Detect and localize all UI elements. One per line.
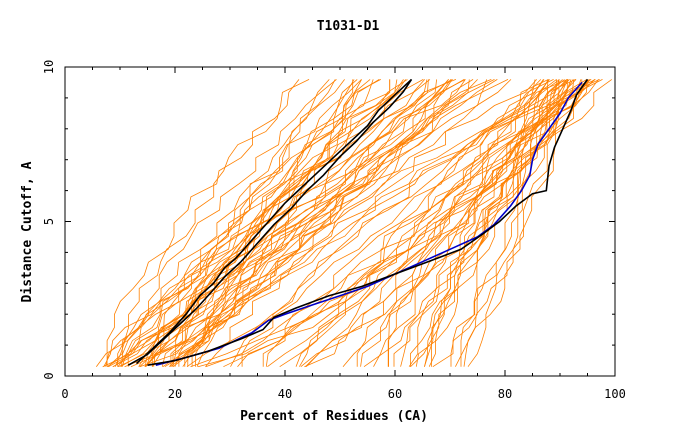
background-model-curve	[424, 79, 550, 367]
background-model-curve	[424, 79, 574, 367]
x-tick-label: 20	[168, 387, 182, 401]
y-tick-label: 0	[42, 372, 56, 379]
background-model-curve	[265, 79, 596, 367]
background-model-curve	[102, 79, 336, 368]
background-model-curve	[144, 79, 355, 367]
highlight-series-3	[155, 81, 583, 366]
background-model-curve	[460, 79, 567, 367]
background-model-curve	[237, 79, 599, 367]
background-model-curve	[121, 79, 337, 367]
y-tick-label: 5	[42, 218, 56, 225]
background-model-curve	[186, 79, 544, 368]
x-tick-label: 0	[61, 387, 68, 401]
background-model-curve	[408, 79, 591, 367]
highlight-series-2	[135, 78, 413, 365]
background-model-curve	[304, 79, 577, 368]
background-model-curve	[305, 79, 554, 367]
background-model-curve	[153, 79, 495, 367]
background-model-curve	[127, 79, 466, 367]
background-model-curve	[432, 79, 563, 368]
background-model-curve	[95, 79, 424, 367]
background-model-curve	[197, 79, 613, 368]
background-model-curve	[342, 79, 582, 367]
background-model-curve	[360, 79, 570, 367]
background-model-curve	[279, 79, 536, 368]
background-model-curve	[195, 79, 509, 367]
background-model-curve	[151, 79, 381, 367]
x-tick-label: 60	[388, 387, 402, 401]
highlight-series-1	[127, 78, 413, 366]
background-model-curve	[106, 79, 398, 368]
background-model-curve	[428, 79, 596, 367]
background-model-curve	[190, 79, 603, 368]
background-model-curve	[187, 79, 431, 367]
background-model-curve	[115, 79, 380, 367]
background-model-curve	[118, 79, 449, 368]
background-model-curve	[139, 79, 437, 368]
background-model-lines	[95, 79, 613, 368]
x-axis-label: Percent of Residues (CA)	[240, 409, 428, 424]
background-model-curve	[196, 79, 596, 367]
background-model-curve	[178, 79, 537, 367]
background-model-curve	[205, 79, 592, 368]
background-model-curve	[463, 79, 583, 367]
background-model-curve	[415, 79, 568, 367]
plot-frame	[64, 66, 616, 377]
background-model-curve	[387, 79, 588, 367]
y-axis-label: Distance Cutoff, A	[20, 161, 35, 302]
background-model-curve	[170, 79, 474, 368]
background-model-curve	[144, 79, 362, 367]
background-model-curve	[117, 79, 310, 367]
background-model-curve	[130, 79, 478, 368]
background-model-curve	[300, 79, 560, 368]
background-model-curve	[393, 79, 570, 367]
background-model-curve	[121, 79, 408, 367]
background-model-curve	[103, 79, 345, 367]
axes: 0 20 40 60 80 100 0 5 10	[42, 60, 626, 401]
background-model-curve	[363, 79, 549, 368]
background-model-curve	[145, 79, 362, 367]
background-model-curve	[170, 79, 391, 367]
x-tick-label: 100	[604, 387, 626, 401]
background-model-curve	[267, 79, 575, 368]
highlighted-model-lines	[127, 78, 589, 366]
background-model-curve	[205, 79, 576, 367]
background-model-curve	[450, 79, 568, 367]
background-model-curve	[230, 79, 560, 367]
background-model-curve	[467, 79, 549, 367]
background-model-curve	[106, 79, 300, 367]
y-tick-label: 10	[42, 60, 56, 74]
highlight-series-4	[147, 78, 589, 366]
x-tick-label: 40	[278, 387, 292, 401]
x-tick-label: 80	[498, 387, 512, 401]
background-model-curve	[305, 79, 542, 367]
chart-title: T1031-D1	[317, 19, 380, 34]
background-model-curve	[139, 79, 404, 367]
